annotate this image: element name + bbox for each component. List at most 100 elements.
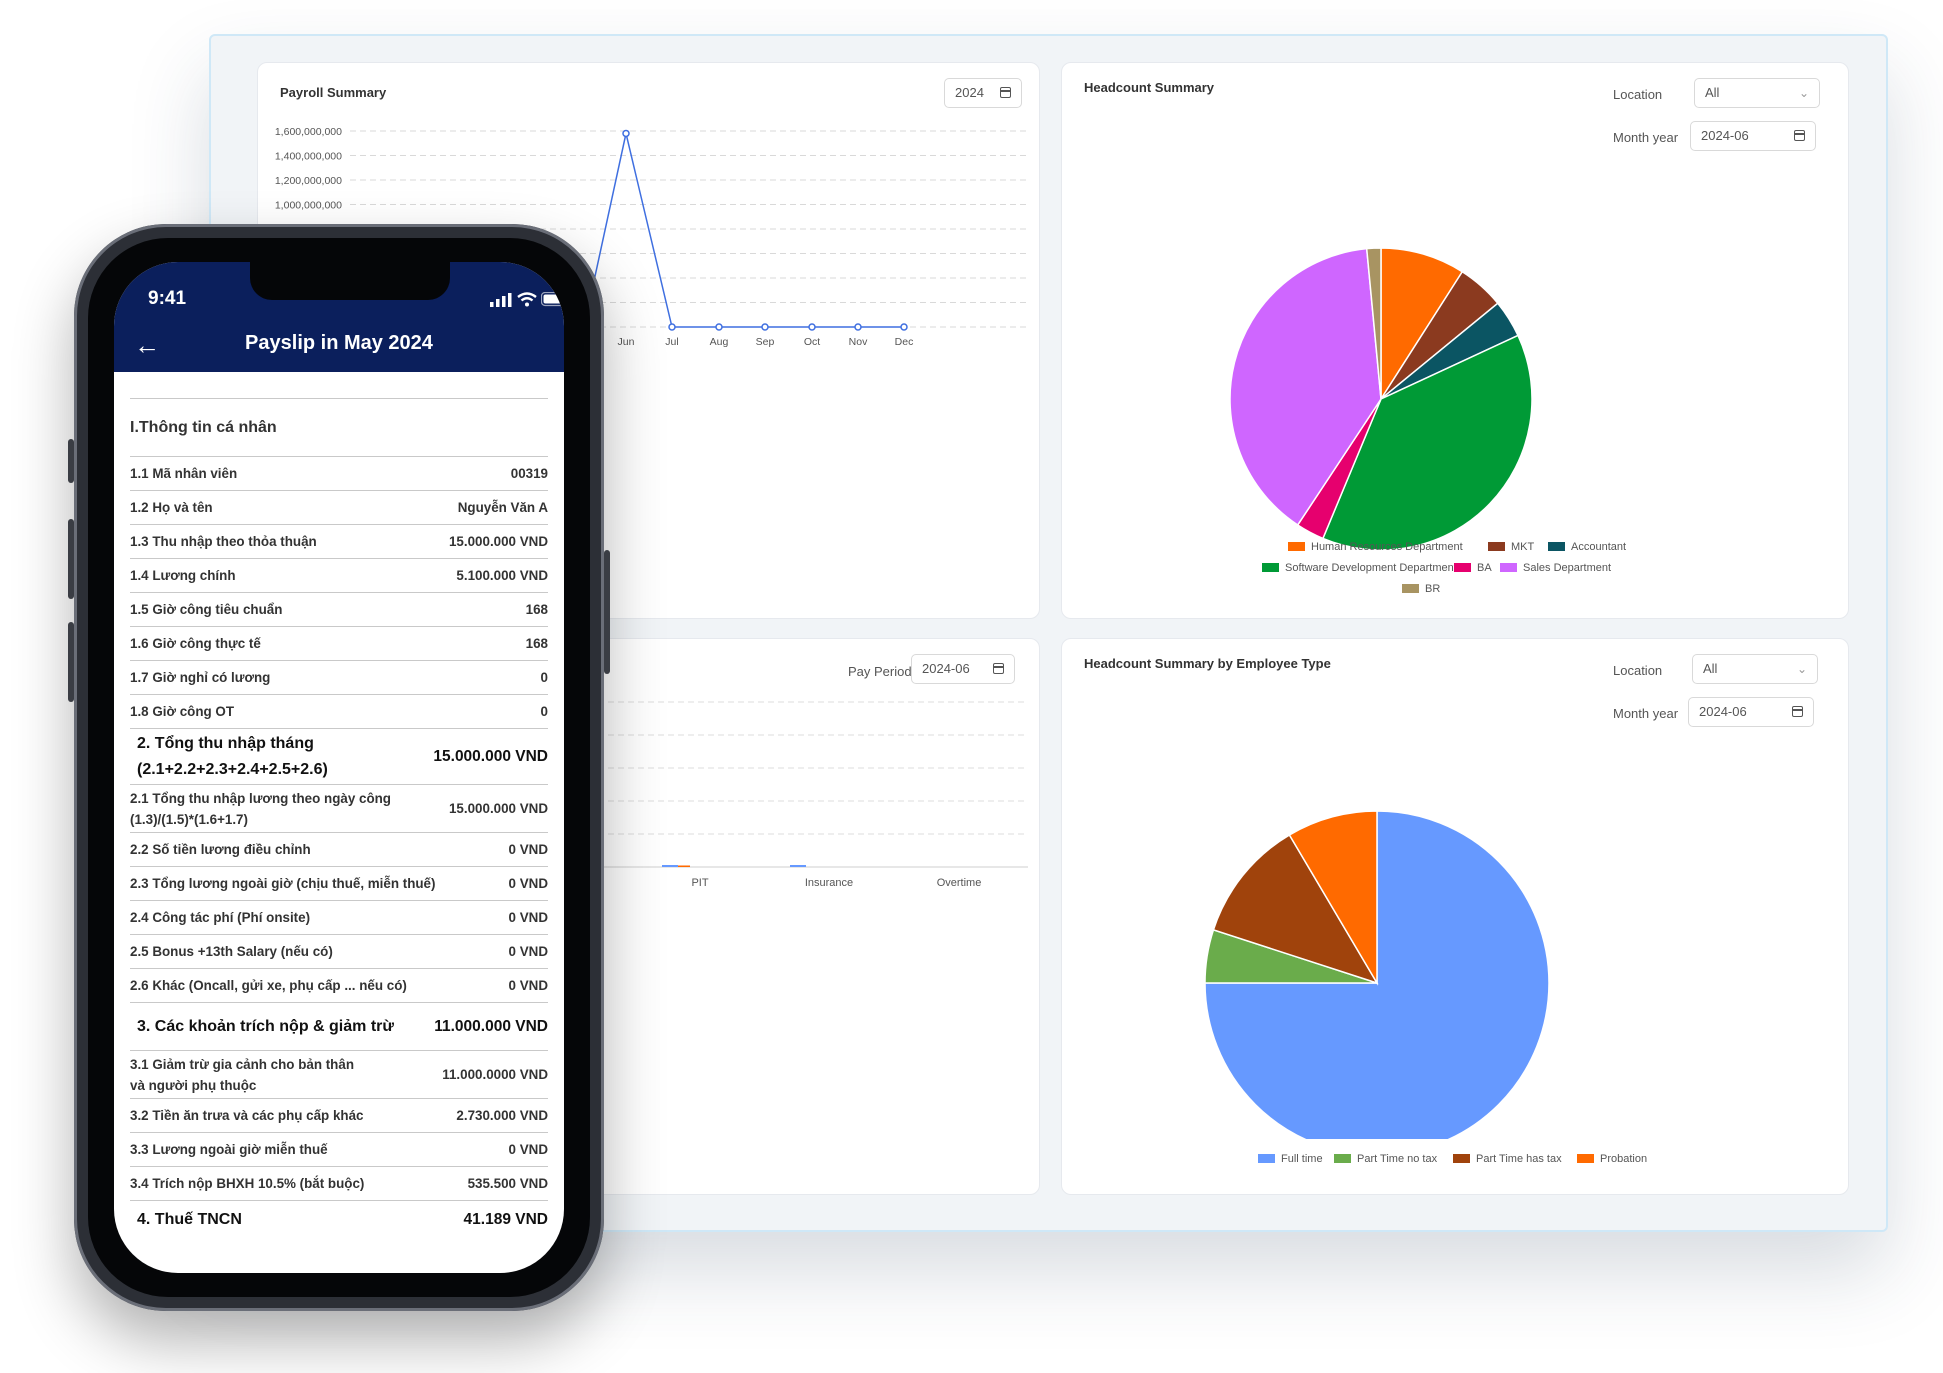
row-label: 1.5 Giờ công tiêu chuẩn	[130, 602, 283, 617]
location-label: Location	[1613, 87, 1663, 102]
row-value: 0 VND	[508, 978, 548, 993]
legend-swatch	[1488, 542, 1505, 551]
legend-item[interactable]: Full time	[1258, 1153, 1323, 1165]
payslip-row: 3.1 Giảm trừ gia cảnh cho bản thân và ng…	[130, 1050, 548, 1098]
headcount-type-title: Headcount Summary by Employee Type	[1084, 656, 1331, 671]
legend-swatch	[1402, 584, 1419, 593]
status-time: 9:41	[148, 288, 187, 309]
legend-item[interactable]: BR	[1402, 583, 1440, 595]
legend-item[interactable]: Software Development Department	[1262, 562, 1457, 574]
row-label: 4. Thuế TNCN	[137, 1210, 242, 1228]
month-year-picker[interactable]: 2024-06	[1688, 697, 1814, 727]
row-label: 2.5 Bonus +13th Salary (nếu có)	[130, 944, 333, 959]
data-point	[808, 323, 816, 331]
month-year-label: Month year	[1613, 706, 1679, 721]
row-value: 0	[540, 670, 548, 685]
signal-icon	[490, 293, 512, 307]
payslip-title: Payslip in May 2024	[245, 332, 433, 354]
pie-slice	[1288, 810, 1378, 986]
legend-item[interactable]: Part Time no tax	[1334, 1153, 1437, 1165]
row-value: 2.730.000 VND	[456, 1108, 548, 1123]
payslip-row: 2.5 Bonus +13th Salary (nếu có) 0 VND	[130, 934, 548, 968]
location-value: All	[1705, 85, 1720, 100]
legend-item[interactable]: Sales Department	[1500, 562, 1611, 574]
bar	[662, 865, 678, 867]
row-value: 11.000.000 VND	[434, 1017, 548, 1035]
row-value: 535.500 VND	[467, 1176, 548, 1191]
year-value: 2024	[955, 85, 984, 100]
pie-slice	[1380, 247, 1464, 402]
month-year-picker[interactable]: 2024-06	[1690, 121, 1816, 151]
legend-item[interactable]: Human Resources Department	[1288, 541, 1463, 553]
calendar-icon	[1000, 87, 1011, 98]
pie-slice	[1321, 334, 1533, 551]
x-tick-label: Overtime	[937, 877, 982, 889]
location-label: Location	[1613, 663, 1663, 678]
phone-notch	[250, 262, 450, 300]
row-label: 3.3 Lương ngoài giờ miễn thuế	[130, 1142, 328, 1157]
row-label: 1.3 Thu nhập theo thỏa thuận	[130, 534, 317, 549]
location-select[interactable]: All ⌄	[1692, 654, 1818, 684]
data-point	[761, 323, 769, 331]
data-point	[622, 129, 630, 138]
year-picker[interactable]: 2024	[944, 78, 1022, 108]
month-year-label: Month year	[1613, 130, 1679, 145]
payslip-row: 1.4 Lương chính 5.100.000 VND	[130, 558, 548, 592]
legend-label: Probation	[1600, 1153, 1648, 1165]
phone-side-button	[68, 439, 74, 483]
legend-item[interactable]: BA	[1454, 562, 1492, 574]
row-label: 1.2 Họ và tên	[130, 500, 213, 515]
back-arrow-icon[interactable]: ←	[134, 330, 160, 360]
pay-period-picker[interactable]: 2024-06	[911, 654, 1015, 684]
row-label: 2.4 Công tác phí (Phí onsite)	[130, 910, 311, 925]
row-value: 0 VND	[508, 876, 548, 891]
legend-item[interactable]: Accountant	[1548, 541, 1626, 553]
x-tick-label: Aug	[710, 336, 729, 348]
phone-side-button	[68, 622, 74, 702]
x-tick-label: Jul	[665, 336, 678, 348]
row-label: 1.1 Mã nhân viên	[130, 466, 238, 481]
employee-type-legend: Full time Part Time no tax Part Time has t…	[1062, 1153, 1848, 1177]
payslip-row: 1.2 Họ và tên Nguyễn Văn A	[130, 490, 548, 524]
battery-icon	[541, 292, 564, 307]
legend-swatch	[1334, 1154, 1351, 1163]
x-tick-label: Jun	[618, 336, 635, 348]
legend-label: Human Resources Department	[1311, 541, 1463, 553]
row-label: 1.7 Giờ nghỉ có lương	[130, 670, 271, 685]
payslip-row: 1.8 Giờ công OT 0	[130, 694, 548, 728]
legend-item[interactable]: MKT	[1488, 541, 1534, 553]
payslip-row: 4. Thuế TNCN 41.189 VND	[130, 1200, 548, 1238]
chevron-down-icon: ⌄	[1796, 662, 1807, 676]
payslip-row: 3. Các khoản trích nộp & giảm trừ 11.000.…	[130, 1002, 548, 1050]
headcount-summary-title: Headcount Summary	[1084, 80, 1215, 95]
row-value: 0 VND	[508, 944, 548, 959]
x-tick-label: Nov	[849, 336, 868, 348]
phone-bezel: 9:41 ← Payslip in May 2024	[88, 238, 590, 1297]
payslip-list: I.Thông tin cá nhân 1.1 Mã nhân viên 0031…	[130, 398, 548, 1238]
row-label: 3.4 Trích nộp BHXH 10.5% (bắt buộc)	[130, 1176, 365, 1191]
headcount-summary-card: Headcount Summary Location All ⌄ Month y…	[1061, 62, 1849, 619]
data-point	[900, 323, 908, 331]
pie-slice	[1212, 833, 1379, 985]
row-label: 2. Tổng thu nhập tháng (2.1+2.2+2.3+2.4+…	[137, 734, 328, 778]
payslip-row: 3.4 Trích nộp BHXH 10.5% (bắt buộc) 535.5…	[130, 1166, 548, 1200]
payslip-row: 2.1 Tổng thu nhập lương theo ngày công (…	[130, 784, 548, 832]
bar	[790, 865, 806, 867]
legend-label: MKT	[1511, 541, 1535, 553]
app-header: 9:41 ← Payslip in May 2024	[114, 262, 564, 372]
legend-item[interactable]: Part Time has tax	[1453, 1153, 1562, 1165]
row-value: 00319	[510, 466, 548, 481]
pay-period-label: Pay Period	[848, 664, 912, 679]
section-title: I.Thông tin cá nhân	[130, 418, 277, 436]
phone-mockup: 9:41 ← Payslip in May 2024	[68, 224, 610, 1311]
x-tick-label: Oct	[804, 336, 820, 348]
payslip-row: 3.2 Tiền ăn trưa và các phụ cấp khác 2.73…	[130, 1098, 548, 1132]
row-value: Nguyễn Văn A	[457, 500, 548, 515]
calendar-icon	[1792, 706, 1803, 717]
row-label: 1.4 Lương chính	[130, 568, 236, 583]
calendar-icon	[993, 663, 1004, 674]
data-point	[715, 323, 723, 331]
payslip-row: 1.5 Giờ công tiêu chuẩn 168	[130, 592, 548, 626]
legend-item[interactable]: Probation	[1577, 1153, 1647, 1165]
location-select[interactable]: All ⌄	[1694, 78, 1820, 108]
